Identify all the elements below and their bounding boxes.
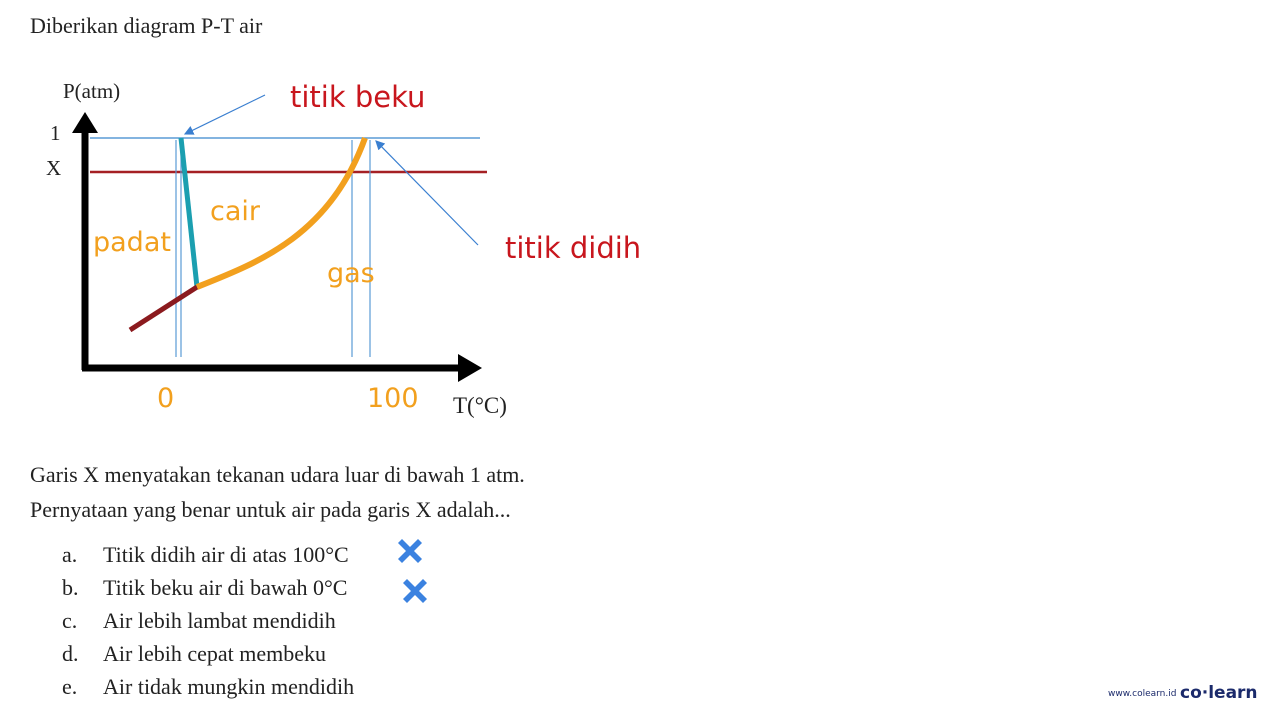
y-label: 1 xyxy=(50,121,61,145)
option-letter: d. xyxy=(62,641,79,666)
vaporization-curve xyxy=(195,136,368,290)
diagram: P(atm) 1 X titik beku titik didih cair p… xyxy=(46,79,641,418)
region-label: gas xyxy=(327,258,375,289)
pointer xyxy=(375,140,479,246)
y-axis-label: P(atm) xyxy=(63,79,120,103)
options: a. Titik didih air di atas 100°C b. Titik b… xyxy=(62,542,354,699)
question-line: Pernyataan yang benar untuk air pada gar… xyxy=(30,497,511,522)
title: Diberikan diagram P-T air xyxy=(30,13,263,38)
x-axis-label: T(°C) xyxy=(453,393,507,418)
region-label: padat xyxy=(93,227,171,258)
x-arrow xyxy=(458,354,482,382)
option-letter: b. xyxy=(62,575,79,600)
x-label: 0 xyxy=(157,383,174,414)
option-letter: e. xyxy=(62,674,77,699)
cross-icon xyxy=(398,539,422,563)
footer-brand: co·learn xyxy=(1180,683,1258,703)
option-letter: c. xyxy=(62,608,77,633)
option-text: Titik beku air di bawah 0°C xyxy=(103,575,347,600)
label-boiling: titik didih xyxy=(505,231,641,265)
label-freezing: titik beku xyxy=(290,80,425,114)
option-text: Air lebih cepat membeku xyxy=(103,641,326,666)
option-text: Air lebih lambat mendidih xyxy=(103,608,336,633)
option-text: Titik didih air di atas 100°C xyxy=(103,542,349,567)
option-letter: a. xyxy=(62,542,77,567)
region-label: cair xyxy=(210,196,261,227)
y-label: X xyxy=(46,156,61,180)
option-text: Air tidak mungkin mendidih xyxy=(103,674,354,699)
y-arrow xyxy=(72,112,98,133)
cross-icon xyxy=(403,579,427,603)
sublimation-curve xyxy=(128,284,199,333)
footer-url: www.colearn.id xyxy=(1108,689,1176,699)
question-line: Garis X menyatakan tekanan udara luar di… xyxy=(30,462,525,487)
x-label: 100 xyxy=(367,383,419,414)
melting-curve xyxy=(178,137,200,288)
pointer xyxy=(183,94,266,135)
